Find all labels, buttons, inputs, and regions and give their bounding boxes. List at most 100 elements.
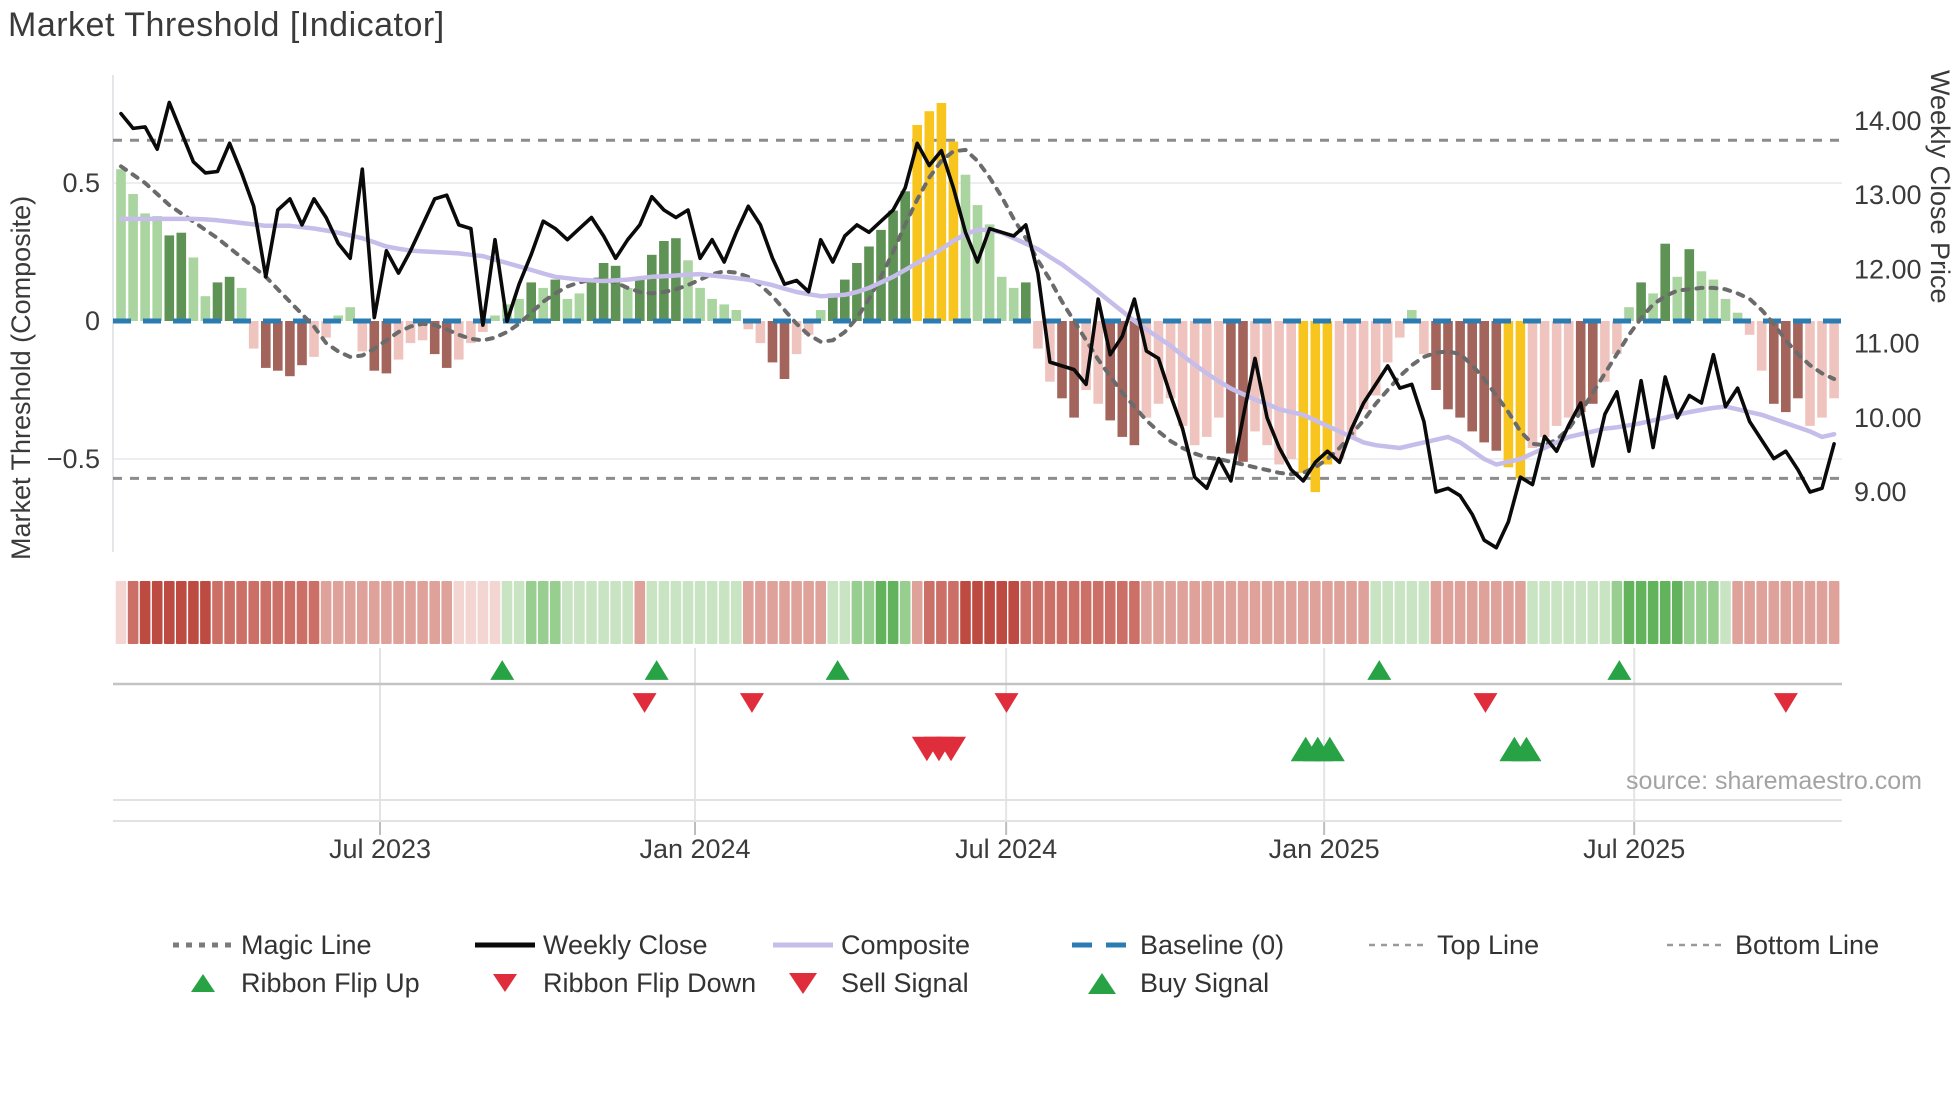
ribbon-cell: [1792, 581, 1804, 644]
threshold-bar: [1286, 321, 1296, 459]
left-axis-tick-label: 0.5: [62, 168, 100, 198]
ribbon-cell: [827, 581, 839, 644]
legend-label: Bottom Line: [1735, 929, 1880, 960]
threshold-bar: [128, 194, 138, 321]
ribbon-cell: [1129, 581, 1140, 644]
ribbon-cell: [1647, 581, 1659, 644]
ribbon-flip-down-marker: [632, 693, 657, 713]
ribbon-cell: [622, 581, 633, 644]
right-axis-tick-label: 12.00: [1854, 254, 1922, 284]
ribbon-cell: [1599, 581, 1611, 644]
ribbon-cell: [1659, 581, 1671, 644]
threshold-bar: [1612, 321, 1622, 355]
legend-label: Ribbon Flip Down: [543, 967, 757, 998]
ribbon-cell: [357, 581, 368, 644]
ribbon-cell: [1515, 581, 1526, 644]
threshold-bar: [454, 321, 464, 360]
threshold-bar: [755, 321, 766, 344]
threshold-bar: [1262, 321, 1272, 446]
threshold-bar: [1467, 321, 1477, 432]
threshold-bar: [912, 125, 922, 321]
threshold-bar: [888, 210, 898, 321]
threshold-bar: [960, 174, 971, 321]
ribbon-cell: [393, 581, 404, 644]
threshold-bar: [984, 224, 995, 321]
threshold-bar: [538, 287, 548, 321]
ribbon-cell: [718, 581, 730, 644]
ribbon-cell: [1201, 581, 1213, 644]
ribbon-cell: [996, 581, 1007, 644]
ribbon-cell: [550, 581, 561, 644]
ribbon-cell: [1780, 581, 1792, 644]
triangle-up-green-icon: [1064, 969, 1140, 997]
threshold-bar: [1769, 321, 1779, 404]
ribbon-cell: [1261, 581, 1273, 644]
ribbon-cell: [1696, 581, 1707, 644]
ribbon-cell: [574, 581, 585, 644]
right-axis-tick-label: 11.00: [1854, 329, 1920, 359]
threshold-bar: [996, 276, 1007, 321]
ribbon-cell: [1478, 581, 1490, 644]
ribbon-cell: [1298, 581, 1309, 644]
legend-item-baseline: Baseline (0): [1064, 928, 1284, 962]
threshold-bar: [526, 282, 536, 321]
threshold-bar: [1756, 321, 1767, 371]
ribbon-cell: [670, 581, 682, 644]
threshold-bar: [1310, 321, 1321, 493]
ribbon-cell: [791, 581, 802, 644]
ribbon-cell: [682, 581, 694, 644]
ribbon-cell: [706, 581, 718, 644]
threshold-bar: [1238, 321, 1248, 462]
ribbon-cell: [537, 581, 549, 644]
ribbon-cell: [200, 581, 211, 644]
threshold-bar: [1503, 321, 1514, 468]
threshold-bar: [1117, 321, 1128, 437]
threshold-bar: [622, 287, 633, 321]
threshold-bar: [743, 321, 754, 330]
threshold-bar: [393, 321, 404, 360]
legend-item-top-line: Top Line: [1361, 928, 1539, 962]
ribbon-cell: [176, 581, 187, 644]
composite-swatch-icon: [765, 940, 841, 950]
threshold-bar: [610, 265, 621, 321]
ribbon-cell: [1744, 581, 1755, 644]
threshold-bar: [176, 232, 187, 321]
threshold-bar: [683, 260, 693, 321]
ribbon-cell: [308, 581, 320, 644]
ribbon-cell: [1117, 581, 1128, 644]
ribbon-flip-down-marker: [739, 693, 764, 713]
ribbon-cell: [296, 581, 308, 644]
threshold-bar: [357, 321, 368, 352]
threshold-bar: [1358, 321, 1369, 410]
ribbon-cell: [948, 581, 959, 644]
ribbon-cell: [441, 581, 452, 644]
ribbon-flip-up-marker: [825, 660, 850, 680]
threshold-bar: [1781, 321, 1791, 413]
ribbon-cell: [1020, 581, 1032, 644]
ribbon-cell: [1611, 581, 1623, 644]
ribbon-cell: [936, 581, 947, 644]
threshold-bar: [1202, 321, 1212, 437]
threshold-bar: [1081, 321, 1091, 390]
threshold-bar: [1250, 321, 1260, 432]
ribbon-cell: [513, 581, 525, 644]
threshold-bar: [1177, 321, 1188, 426]
threshold-bar: [598, 263, 609, 321]
threshold-bar: [1057, 321, 1067, 399]
threshold-bar: [1033, 321, 1043, 349]
ribbon-cell: [634, 581, 646, 644]
ribbon-cell: [1503, 581, 1514, 644]
threshold-bar: [767, 321, 778, 363]
ribbon-flip-up-marker: [490, 660, 515, 680]
threshold-bar: [1129, 321, 1140, 446]
weekly-close-line: [119, 100, 1836, 550]
threshold-bar: [514, 298, 524, 321]
ribbon-cell: [1080, 581, 1092, 644]
threshold-bar: [1407, 310, 1417, 321]
threshold-bar: [864, 246, 874, 321]
ribbon-cell: [610, 581, 621, 644]
ribbon-cell: [1370, 581, 1381, 644]
legend-item-buy-signal: Buy Signal: [1064, 966, 1269, 1000]
threshold-bar: [116, 169, 126, 321]
left-axis-tick-label: 0: [85, 306, 100, 336]
